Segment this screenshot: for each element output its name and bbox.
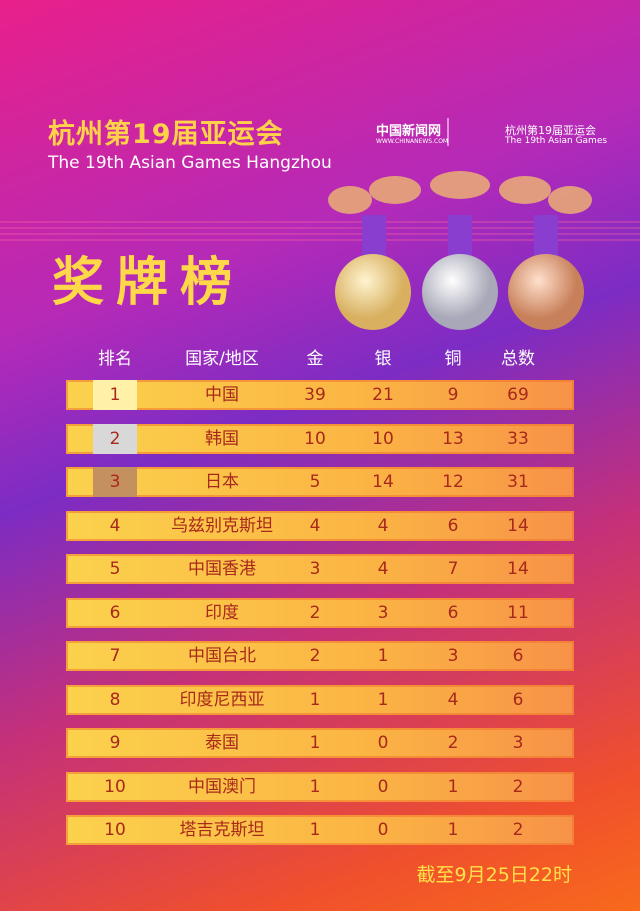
medal-count: 3 bbox=[512, 733, 524, 753]
table-row: 10 中国澳门 1 0 1 2 bbox=[66, 771, 574, 802]
medal-count: 3 bbox=[377, 602, 389, 623]
country: 乌兹别克斯坦 bbox=[171, 515, 273, 536]
news-url: WWW.CHINANEWS.COM bbox=[376, 138, 449, 145]
medal-count: 10 bbox=[372, 428, 394, 449]
table-row: 2 韩国 10 10 13 33 bbox=[66, 423, 574, 454]
table-row: 10 塔吉克斯坦 1 0 1 2 bbox=[66, 815, 574, 845]
medal-count: 2 bbox=[512, 820, 524, 840]
footer: 截至9月25日22时 bbox=[416, 864, 572, 886]
medal-count: 1 bbox=[447, 820, 459, 840]
medal-count: 1 bbox=[309, 820, 321, 840]
medal-count: 14 bbox=[507, 559, 529, 579]
table-row: 8 印度尼西亚 1 1 4 6 bbox=[66, 684, 574, 715]
medal-count: 0 bbox=[377, 776, 389, 797]
medal-count: 1 bbox=[377, 646, 389, 666]
medal-count: 0 bbox=[377, 820, 389, 840]
country: 中国澳门 bbox=[188, 776, 256, 797]
table-row: 9 泰国 1 0 2 3 bbox=[66, 728, 574, 758]
country: 印度 bbox=[205, 602, 239, 623]
medal-count: 9 bbox=[447, 385, 459, 405]
medal-count: 5 bbox=[309, 472, 321, 492]
games-logo: 杭州第19届亚运会 bbox=[505, 124, 596, 137]
medal-count: 1 bbox=[377, 689, 389, 710]
medal-count: 2 bbox=[309, 646, 321, 666]
rank: 8 bbox=[109, 689, 121, 710]
medal-count: 4 bbox=[309, 515, 321, 536]
country: 塔吉克斯坦 bbox=[179, 820, 265, 840]
column-header: 金 bbox=[306, 349, 324, 369]
medal-count: 14 bbox=[507, 515, 529, 536]
medal-count: 13 bbox=[442, 428, 464, 449]
news-logo: 中国新闻网 bbox=[376, 124, 442, 139]
medal-count: 39 bbox=[304, 385, 326, 405]
table-row: 6 印度 2 3 6 11 bbox=[66, 597, 574, 628]
medal-count: 6 bbox=[512, 689, 524, 710]
medal-count: 0 bbox=[377, 733, 389, 753]
rank: 1 bbox=[93, 380, 137, 410]
medal-count: 4 bbox=[447, 689, 459, 710]
title: 杭州第19届亚运会 bbox=[48, 119, 284, 150]
rank: 3 bbox=[93, 467, 137, 497]
medal-count: 1 bbox=[447, 776, 459, 797]
medal-count: 3 bbox=[309, 559, 321, 579]
table-row: 7 中国台北 2 1 3 6 bbox=[66, 641, 574, 671]
rank: 2 bbox=[93, 423, 137, 454]
country: 中国 bbox=[205, 385, 239, 405]
column-header: 总数 bbox=[501, 349, 535, 369]
rank: 10 bbox=[104, 820, 126, 840]
medal-count: 6 bbox=[447, 602, 459, 623]
column-header: 铜 bbox=[444, 349, 462, 369]
medal-count: 4 bbox=[377, 559, 389, 579]
rank: 9 bbox=[109, 733, 121, 753]
country: 泰国 bbox=[205, 733, 239, 753]
medal-count: 3 bbox=[447, 646, 459, 666]
heading: 奖牌榜 bbox=[52, 253, 245, 313]
rank: 6 bbox=[109, 602, 121, 623]
medal-count: 2 bbox=[447, 733, 459, 753]
country: 日本 bbox=[205, 472, 239, 492]
country: 中国台北 bbox=[188, 646, 256, 666]
country: 韩国 bbox=[205, 428, 239, 449]
rank: 4 bbox=[109, 515, 121, 536]
table-row: 1 中国 39 21 9 69 bbox=[66, 380, 574, 410]
medal-count: 21 bbox=[372, 385, 394, 405]
medal-count: 10 bbox=[304, 428, 326, 449]
column-header: 国家/地区 bbox=[185, 349, 259, 369]
medal-count: 1 bbox=[309, 733, 321, 753]
country: 印度尼西亚 bbox=[179, 689, 265, 710]
country: 中国香港 bbox=[188, 559, 256, 579]
table-row: 3 日本 5 14 12 31 bbox=[66, 467, 574, 497]
medal-count: 4 bbox=[377, 515, 389, 536]
rank: 5 bbox=[109, 559, 121, 579]
rank: 7 bbox=[109, 646, 121, 666]
medal-count: 14 bbox=[372, 472, 394, 492]
games-en: The 19th Asian Games bbox=[505, 136, 608, 146]
medal-count: 2 bbox=[309, 602, 321, 623]
medal-count: 31 bbox=[507, 472, 529, 492]
medal-count: 6 bbox=[512, 646, 524, 666]
table-row: 4 乌兹别克斯坦 4 4 6 14 bbox=[66, 510, 574, 541]
subtitle: The 19th Asian Games Hangzhou bbox=[48, 153, 332, 173]
medal-count: 33 bbox=[507, 428, 529, 449]
medal-count: 2 bbox=[512, 776, 524, 797]
column-header: 排名 bbox=[98, 349, 132, 369]
medal-count: 11 bbox=[507, 602, 529, 623]
table-row: 5 中国香港 3 4 7 14 bbox=[66, 554, 574, 584]
column-header: 银 bbox=[374, 349, 392, 369]
medal-count: 12 bbox=[442, 472, 464, 492]
medal-count: 1 bbox=[309, 689, 321, 710]
medal-count: 1 bbox=[309, 776, 321, 797]
medal-count: 6 bbox=[447, 515, 459, 536]
medal-count: 7 bbox=[447, 559, 459, 579]
rank: 10 bbox=[104, 776, 126, 797]
medal-count: 69 bbox=[507, 385, 529, 405]
